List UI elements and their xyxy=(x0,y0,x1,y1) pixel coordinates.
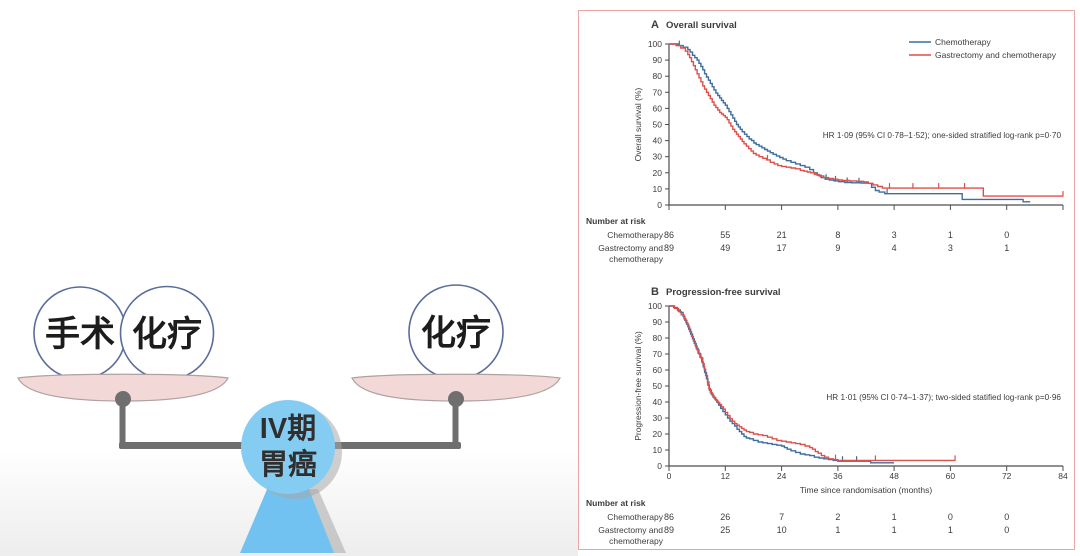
y-tick-label: 30 xyxy=(653,413,663,423)
y-tick-label: 100 xyxy=(648,301,662,311)
y-tick-label: 40 xyxy=(653,397,663,407)
risk-row-label: Chemotherapy xyxy=(607,512,664,522)
y-tick-label: 60 xyxy=(653,365,663,375)
risk-value: 1 xyxy=(1004,243,1009,253)
balance-scale-illustration: 手术 化疗 化疗 IV期 胃癌 xyxy=(0,284,578,556)
x-tick-label: 12 xyxy=(721,471,731,481)
risk-value: 3 xyxy=(892,230,897,240)
y-tick-label: 0 xyxy=(657,200,662,210)
y-tick-label: 80 xyxy=(653,71,663,81)
risk-value: 86 xyxy=(664,512,674,522)
fulcrum-label-line1: IV期 xyxy=(260,412,316,445)
y-tick-label: 60 xyxy=(653,103,663,113)
risk-value: 8 xyxy=(835,230,840,240)
km-curve-chemotherapy xyxy=(669,305,895,464)
risk-value: 0 xyxy=(1004,525,1009,535)
left-pan-knob xyxy=(115,391,131,407)
risk-row-label: chemotherapy xyxy=(609,254,664,264)
risk-value: 4 xyxy=(892,243,897,253)
y-tick-label: 50 xyxy=(653,381,663,391)
panel-letter: A xyxy=(651,19,659,31)
risk-value: 1 xyxy=(948,525,953,535)
risk-value: 1 xyxy=(948,230,953,240)
left-post xyxy=(119,399,126,445)
risk-value: 2 xyxy=(835,512,840,522)
x-tick-label: 0 xyxy=(667,471,672,481)
panel-title: Progression-free survival xyxy=(666,287,781,298)
overall-survival-panel: A Overall survival0102030405060708090100O… xyxy=(586,19,1064,264)
x-tick-label: 84 xyxy=(1058,471,1068,481)
risk-value: 21 xyxy=(777,230,787,240)
km-curve-gastrectomy-and-chemotherapy xyxy=(669,305,956,462)
y-tick-label: 70 xyxy=(653,87,663,97)
right-pan xyxy=(351,373,561,402)
x-tick-label: 48 xyxy=(889,471,899,481)
y-tick-label: 10 xyxy=(653,445,663,455)
risk-row-label: chemotherapy xyxy=(609,536,664,546)
y-tick-label: 100 xyxy=(648,39,662,49)
right-pan-knob xyxy=(448,391,464,407)
y-tick-label: 50 xyxy=(653,120,663,130)
risk-value: 1 xyxy=(892,525,897,535)
risk-value: 86 xyxy=(664,230,674,240)
risk-value: 1 xyxy=(835,525,840,535)
risk-value: 7 xyxy=(779,512,784,522)
risk-value: 3 xyxy=(948,243,953,253)
risk-table-header: Number at risk xyxy=(586,498,646,508)
surgery-label: 手术 xyxy=(45,315,115,354)
risk-row-label: Chemotherapy xyxy=(607,230,664,240)
risk-value: 55 xyxy=(720,230,730,240)
y-tick-label: 70 xyxy=(653,349,663,359)
risk-value: 89 xyxy=(664,243,674,253)
y-tick-label: 10 xyxy=(653,184,663,194)
y-tick-label: 90 xyxy=(653,55,663,65)
risk-value: 0 xyxy=(948,512,953,522)
risk-value: 0 xyxy=(1004,230,1009,240)
x-tick-label: 60 xyxy=(946,471,956,481)
y-tick-label: 90 xyxy=(653,317,663,327)
risk-value: 10 xyxy=(777,525,787,535)
y-tick-label: 30 xyxy=(653,152,663,162)
risk-value: 17 xyxy=(777,243,787,253)
y-tick-label: 80 xyxy=(653,333,663,343)
risk-value: 89 xyxy=(664,525,674,535)
base xyxy=(240,487,334,553)
fulcrum-label-line2: 胃癌 xyxy=(259,447,317,481)
risk-table-header: Number at risk xyxy=(586,216,646,226)
x-axis-title: Time since randomisation (months) xyxy=(800,485,933,495)
km-figure: A Overall survival 0 10 20 30 40 50 60 70 80 90 100 O… xyxy=(578,10,1075,550)
y-tick-label: 20 xyxy=(653,429,663,439)
panel-letter: B xyxy=(651,286,659,298)
risk-row-label: Gastrectomy and xyxy=(598,525,663,535)
hr-annotation: HR 1·09 (95% CI 0·78–1·52); one-sided st… xyxy=(823,131,1062,140)
x-tick-label: 72 xyxy=(1002,471,1012,481)
legend-label: Chemotherapy xyxy=(935,37,992,47)
risk-value: 49 xyxy=(720,243,730,253)
legend-label: Gastrectomy and chemotherapy xyxy=(935,50,1057,60)
km-curve-gastrectomy-and-chemotherapy xyxy=(669,43,1063,197)
risk-value: 1 xyxy=(892,512,897,522)
chemo-label-right: 化疗 xyxy=(421,314,491,353)
left-pan xyxy=(17,373,229,402)
right-post xyxy=(452,399,459,445)
panel-title: Overall survival xyxy=(666,20,737,31)
y-axis-title: Overall survival (%) xyxy=(633,87,643,161)
fulcrum-circle xyxy=(241,400,335,494)
km-curve-chemotherapy xyxy=(669,43,1031,203)
risk-value: 9 xyxy=(835,243,840,253)
risk-value: 0 xyxy=(1004,512,1009,522)
chemo-label-left: 化疗 xyxy=(132,315,202,354)
y-axis-title: Progression-free survival (%) xyxy=(633,331,643,441)
x-tick-label: 24 xyxy=(777,471,787,481)
risk-value: 26 xyxy=(720,512,730,522)
progression-free-survival-panel: B Progression-free survival01020304050607… xyxy=(586,286,1068,546)
risk-row-label: Gastrectomy and xyxy=(598,243,663,253)
x-tick-label: 36 xyxy=(833,471,843,481)
y-tick-label: 20 xyxy=(653,168,663,178)
risk-value: 25 xyxy=(720,525,730,535)
hr-annotation: HR 1·01 (95% CI 0·74–1·37); two-sided st… xyxy=(826,393,1061,402)
y-tick-label: 40 xyxy=(653,136,663,146)
y-tick-label: 0 xyxy=(657,461,662,471)
